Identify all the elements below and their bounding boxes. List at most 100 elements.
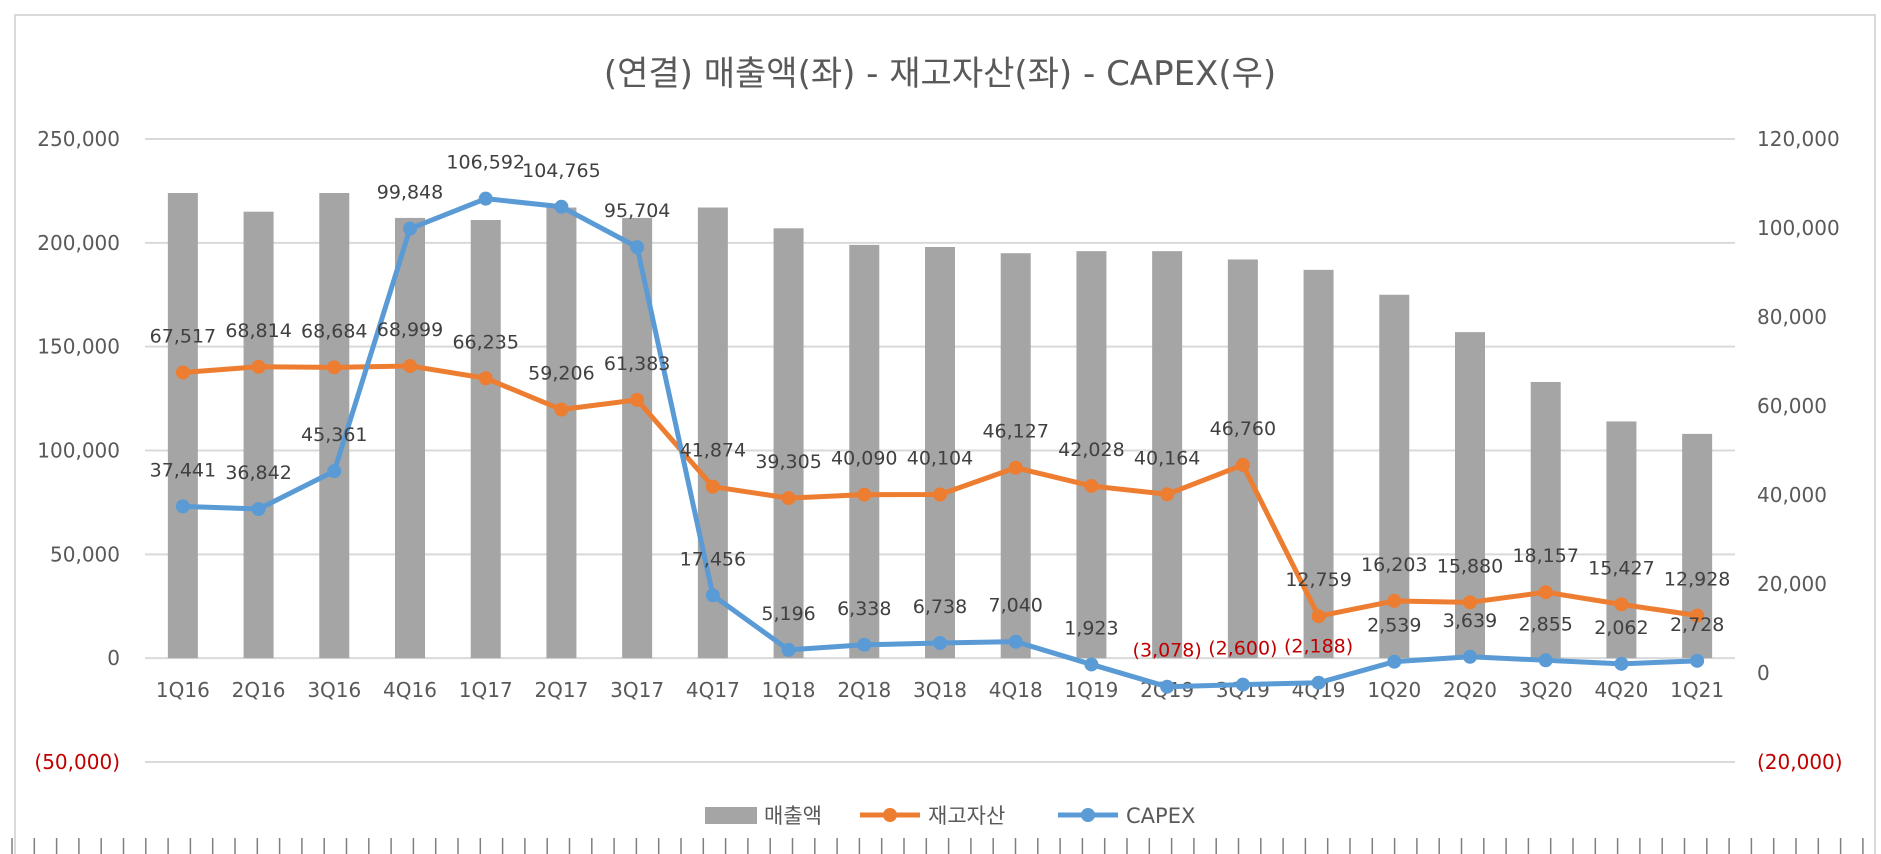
inventory-data-label: 18,157 xyxy=(1512,545,1578,567)
inventory-data-label: 61,383 xyxy=(604,353,670,375)
right-tick-label: 0 xyxy=(1757,661,1770,685)
inventory-data-label: 68,999 xyxy=(377,319,443,341)
capex-point xyxy=(630,240,645,255)
inventory-data-label: 59,206 xyxy=(528,363,594,385)
left-tick-label: 150,000 xyxy=(37,335,120,359)
capex-data-label: 2,855 xyxy=(1519,613,1573,635)
inventory-point xyxy=(403,358,417,373)
inventory-point xyxy=(478,371,493,386)
legend-swatch-sales xyxy=(705,807,757,824)
inventory-point xyxy=(933,487,947,502)
x-tick-label: 4Q16 xyxy=(383,678,437,702)
inventory-point xyxy=(1008,460,1023,475)
right-tick-label: 120,000 xyxy=(1757,127,1840,151)
sales-bar xyxy=(395,217,425,659)
sales-bar xyxy=(1076,251,1107,659)
sales-bar xyxy=(697,207,728,659)
capex-data-label: (2,188) xyxy=(1284,636,1353,658)
inventory-point xyxy=(1690,608,1705,623)
x-tick-label: 4Q17 xyxy=(686,678,740,702)
legend-label-capex: CAPEX xyxy=(1126,804,1195,828)
x-tick-label: 2Q17 xyxy=(534,678,588,702)
sales-bar xyxy=(1152,251,1183,659)
capex-point xyxy=(403,221,417,236)
inventory-point xyxy=(1463,595,1477,610)
x-tick-label: 2Q16 xyxy=(232,678,286,702)
legend-label-inventory: 재고자산 xyxy=(928,804,1005,828)
capex-data-label: (2,600) xyxy=(1208,638,1277,660)
capex-point xyxy=(1160,679,1175,694)
inventory-point xyxy=(327,360,342,375)
capex-point xyxy=(933,636,947,651)
sales-bar xyxy=(167,192,198,659)
inventory-point xyxy=(554,402,569,417)
right-tick-label: 60,000 xyxy=(1757,394,1827,418)
capex-point xyxy=(1235,677,1250,692)
x-tick-label: 3Q18 xyxy=(913,678,967,702)
sales-bar xyxy=(470,219,501,659)
sales-bar xyxy=(546,207,577,659)
capex-point xyxy=(1311,675,1326,690)
chart-title: (연결) 매출액(좌) - 재고자산(좌) - CAPEX(우) xyxy=(604,54,1276,94)
inventory-point xyxy=(705,479,720,494)
capex-data-label: 2,539 xyxy=(1367,615,1421,637)
inventory-data-label: 68,684 xyxy=(301,320,367,342)
inventory-point xyxy=(175,365,190,380)
inventory-point xyxy=(1614,597,1629,612)
data-labels: 67,517 68,814 68,684 68,999 66,235 59,206 61,3… xyxy=(150,152,1731,662)
sales-bar xyxy=(773,228,804,659)
capex-point xyxy=(478,191,493,206)
x-tick-label: 1Q17 xyxy=(459,678,513,702)
sales-bar xyxy=(849,244,880,659)
right-axis: (20,000) 0 20,000 40,000 60,000 80,000 100,000… xyxy=(1757,127,1843,774)
legend-marker-capex xyxy=(1081,808,1095,822)
x-tick-label: 3Q17 xyxy=(610,678,664,702)
x-tick-label: 1Q19 xyxy=(1064,678,1118,702)
inventory-point xyxy=(1311,609,1326,624)
sales-bar xyxy=(319,192,350,659)
inventory-data-label: 15,880 xyxy=(1437,555,1503,577)
capex-data-label: 2,062 xyxy=(1594,617,1648,639)
capex-data-label: 3,639 xyxy=(1443,610,1497,632)
x-tick-label: 4Q18 xyxy=(989,678,1043,702)
x-tick-label: 1Q20 xyxy=(1367,678,1421,702)
inventory-point xyxy=(251,359,266,374)
x-tick-label: 3Q20 xyxy=(1519,678,1573,702)
x-tick-label: 3Q16 xyxy=(307,678,361,702)
sales-bar xyxy=(1000,253,1031,659)
inventory-data-label: 12,759 xyxy=(1285,569,1351,591)
x-axis: 1Q16 2Q16 3Q16 4Q16 1Q17 2Q17 3Q17 4Q17 1Q18 2Q18… xyxy=(156,678,1724,702)
inventory-data-label: 46,127 xyxy=(982,421,1048,443)
capex-point xyxy=(1008,634,1023,649)
left-tick-label: 0 xyxy=(107,646,120,670)
capex-point xyxy=(327,464,342,479)
left-tick-label: 50,000 xyxy=(50,542,120,566)
x-tick-label: 4Q20 xyxy=(1594,678,1648,702)
right-tick-label: 100,000 xyxy=(1757,216,1840,240)
capex-data-label: 17,456 xyxy=(680,548,746,570)
x-tick-label: 1Q21 xyxy=(1670,678,1724,702)
inventory-data-label: 68,814 xyxy=(225,320,291,342)
inventory-data-label: 12,928 xyxy=(1664,568,1730,590)
left-tick-label: (50,000) xyxy=(34,750,120,774)
inventory-data-label: 39,305 xyxy=(755,451,821,473)
sales-bar xyxy=(1606,421,1637,659)
inventory-point xyxy=(1084,478,1099,493)
capex-point xyxy=(1084,657,1099,672)
inventory-point xyxy=(1387,593,1402,608)
inventory-point xyxy=(857,487,872,502)
inventory-data-label: 46,760 xyxy=(1210,418,1276,440)
series-lines xyxy=(175,191,1705,694)
capex-point xyxy=(1690,653,1705,668)
right-tick-label: 40,000 xyxy=(1757,483,1827,507)
inventory-point xyxy=(1538,585,1553,600)
right-tick-label: 20,000 xyxy=(1757,572,1827,596)
inventory-data-label: 42,028 xyxy=(1058,439,1124,461)
capex-data-label: 1,923 xyxy=(1064,617,1118,639)
inventory-data-label: 67,517 xyxy=(150,326,216,348)
inventory-point xyxy=(630,392,645,407)
inventory-data-label: 16,203 xyxy=(1361,554,1427,576)
x-tick-label: 2Q20 xyxy=(1443,678,1497,702)
left-tick-label: 250,000 xyxy=(37,127,120,151)
